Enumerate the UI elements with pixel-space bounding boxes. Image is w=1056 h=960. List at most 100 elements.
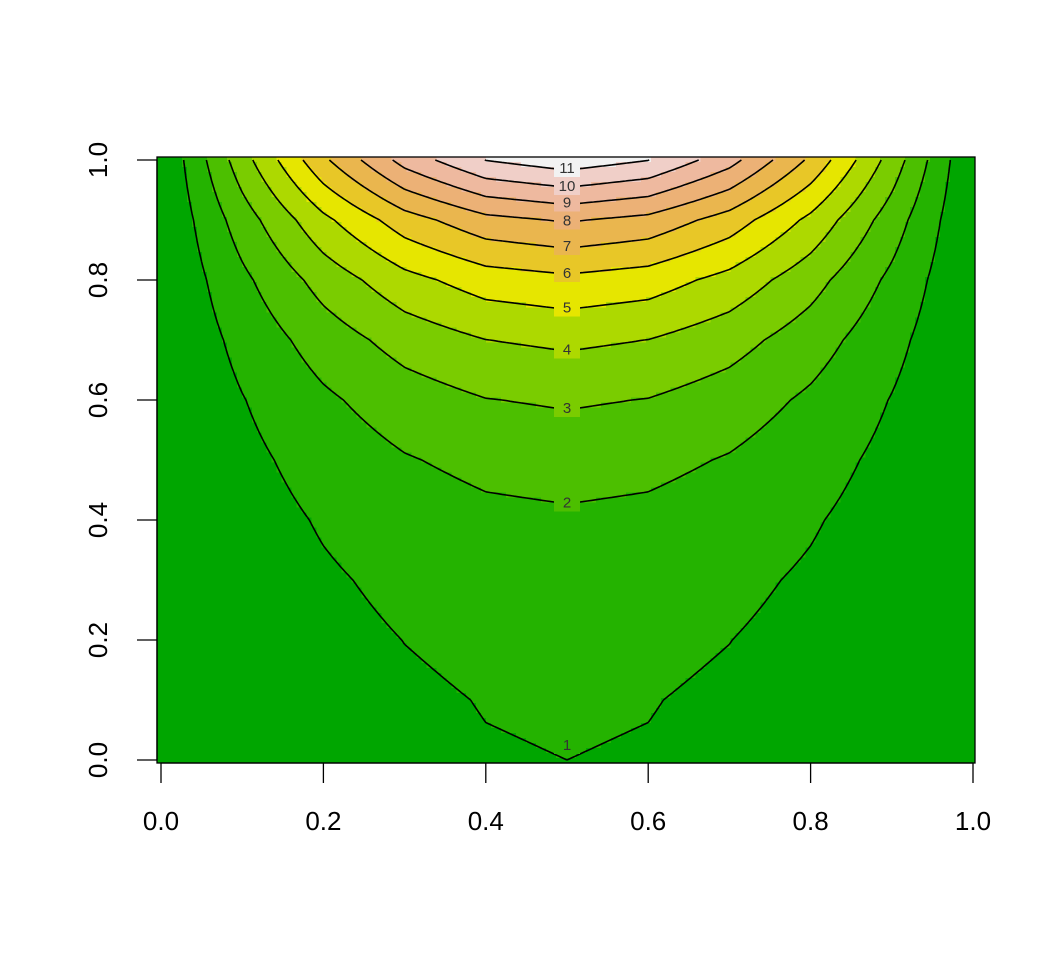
heat-cell xyxy=(785,302,791,308)
heat-cell xyxy=(267,177,273,183)
heat-cell xyxy=(736,237,742,243)
heat-cell xyxy=(721,272,727,278)
heat-cell xyxy=(741,272,747,278)
heat-cell xyxy=(940,187,946,193)
heat-cell xyxy=(711,302,717,308)
heat-cell xyxy=(421,287,427,293)
heat-cell xyxy=(855,292,861,298)
heat-cell xyxy=(307,172,313,178)
heat-cell xyxy=(890,212,896,218)
heat-cell xyxy=(915,297,921,303)
heat-cell xyxy=(217,192,223,198)
heat-cell xyxy=(726,212,732,218)
heat-cell xyxy=(342,207,348,213)
heat-cell xyxy=(855,272,861,278)
heat-cell xyxy=(292,222,298,228)
heat-cell xyxy=(272,257,278,263)
heat-cell xyxy=(935,287,941,293)
heat-cell xyxy=(302,267,308,273)
heat-cell xyxy=(501,282,507,288)
heat-cell xyxy=(436,292,442,298)
heat-cell xyxy=(736,172,742,178)
heat-cell xyxy=(416,267,422,273)
heat-cell xyxy=(636,287,642,293)
heat-cell xyxy=(900,222,906,228)
heat-cell xyxy=(182,242,188,248)
heat-cell xyxy=(771,257,777,263)
heat-cell xyxy=(875,247,881,253)
heat-cell xyxy=(915,207,921,213)
heat-cell xyxy=(950,227,956,233)
heat-cell xyxy=(357,222,363,228)
heat-cell xyxy=(706,302,712,308)
heat-cell xyxy=(347,242,353,248)
heat-cell xyxy=(297,297,303,303)
heat-cell xyxy=(696,267,702,273)
heat-cell xyxy=(905,192,911,198)
heat-cell xyxy=(247,242,253,248)
heat-cell xyxy=(885,242,891,248)
heat-cell xyxy=(930,202,936,208)
heat-cell xyxy=(531,172,537,178)
heat-cell xyxy=(746,272,752,278)
heat-cell xyxy=(845,292,851,298)
heat-cell xyxy=(890,222,896,228)
heat-cell xyxy=(396,177,402,183)
heat-cell xyxy=(352,212,358,218)
heat-cell xyxy=(247,157,253,163)
heat-cell xyxy=(242,207,248,213)
heat-cell xyxy=(965,247,971,253)
heat-cell xyxy=(521,212,527,218)
heat-cell xyxy=(711,277,717,283)
heat-cell xyxy=(756,272,762,278)
heat-cell xyxy=(406,277,412,283)
heat-cell xyxy=(955,277,961,283)
heat-cell xyxy=(751,232,757,238)
heat-cell xyxy=(676,247,682,253)
heat-cell xyxy=(476,202,482,208)
heat-cell xyxy=(461,192,467,198)
heat-cell xyxy=(347,212,353,218)
heat-cell xyxy=(347,207,353,213)
heat-cell xyxy=(182,277,188,283)
heat-cell xyxy=(282,282,288,288)
heat-cell xyxy=(561,282,567,288)
heat-cell xyxy=(870,272,876,278)
heat-cell xyxy=(935,187,941,193)
heat-cell xyxy=(606,297,612,303)
heat-cell xyxy=(676,292,682,298)
heat-cell xyxy=(780,222,786,228)
heat-cell xyxy=(386,207,392,213)
heat-cell xyxy=(726,272,732,278)
heat-cell xyxy=(247,282,253,288)
heat-cell xyxy=(581,207,587,213)
heat-cell xyxy=(217,157,223,163)
heat-cell xyxy=(736,252,742,258)
heat-cell xyxy=(312,212,318,218)
heat-cell xyxy=(815,157,821,163)
heat-cell xyxy=(780,302,786,308)
heat-cell xyxy=(396,292,402,298)
heat-cell xyxy=(915,282,921,288)
heat-cell xyxy=(795,297,801,303)
heat-cell xyxy=(621,282,627,288)
heat-cell xyxy=(242,212,248,218)
heat-cell xyxy=(237,212,243,218)
heat-cell xyxy=(960,162,966,168)
heat-cell xyxy=(376,177,382,183)
heat-cell xyxy=(601,187,607,193)
heat-cell xyxy=(501,302,507,308)
heat-cell xyxy=(756,187,762,193)
heat-cell xyxy=(536,237,542,243)
heat-cell xyxy=(506,222,512,228)
heat-cell xyxy=(790,187,796,193)
heat-cell xyxy=(212,287,218,293)
heat-cell xyxy=(900,197,906,203)
heat-cell xyxy=(451,232,457,238)
heat-cell xyxy=(611,277,617,283)
heat-cell xyxy=(591,262,597,268)
heat-cell xyxy=(436,307,442,313)
heat-cell xyxy=(815,227,821,233)
heat-cell xyxy=(716,262,722,268)
heat-cell xyxy=(242,172,248,178)
